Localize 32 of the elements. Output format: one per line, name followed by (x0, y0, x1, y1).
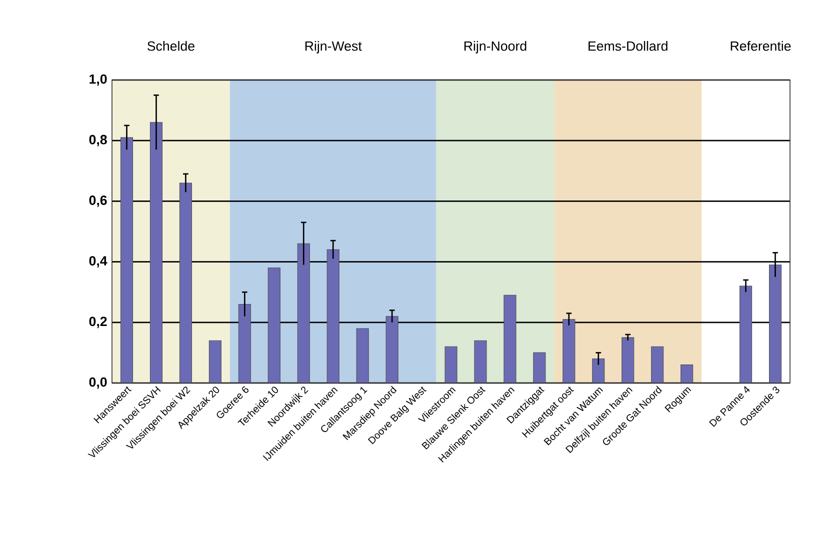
band-label: Rijn-West (305, 41, 362, 54)
bar (444, 346, 458, 384)
bar (680, 364, 694, 384)
y-tick-label: 0,8 (89, 134, 107, 146)
bar (326, 249, 340, 384)
bar (356, 328, 369, 384)
bar (238, 304, 251, 384)
y-tick-label: 0,4 (89, 256, 108, 268)
band-label: Eems-Dollard (588, 41, 668, 51)
band-label: Referentie (730, 41, 791, 51)
band-label: Rijn-Noord (464, 41, 526, 54)
bar (740, 286, 752, 384)
bar (208, 340, 222, 384)
bar (592, 358, 605, 384)
bar (768, 264, 782, 384)
y-tick-label: 0,2 (89, 316, 107, 328)
y-tick-label: 0,6 (89, 196, 107, 207)
bar (504, 294, 516, 384)
band-label: Schelde (147, 41, 194, 51)
bar (179, 182, 192, 384)
bar (533, 352, 546, 384)
bar (150, 122, 162, 384)
y-tick-label: 1,0 (90, 74, 107, 86)
bar (651, 346, 664, 384)
bar (120, 137, 134, 384)
bar (297, 243, 310, 384)
bar (622, 337, 634, 384)
bar (562, 319, 576, 384)
y-tick-label: 0,0 (89, 377, 107, 389)
bar (474, 340, 487, 384)
bar (268, 268, 280, 384)
bar (386, 316, 398, 384)
